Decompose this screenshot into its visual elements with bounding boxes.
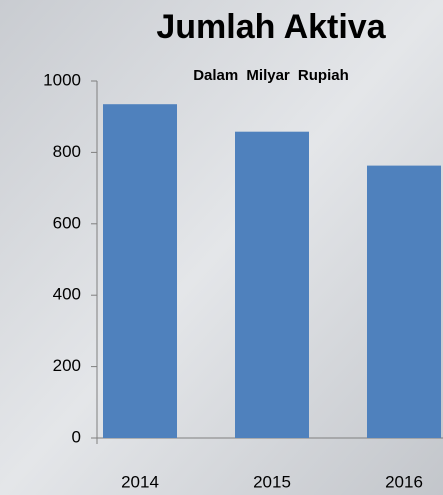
y-tick-label: 400 [53, 285, 81, 304]
bar [235, 131, 309, 438]
chart-subtitle: Dalam Milyar Rupiah [193, 67, 349, 84]
y-tick-label: 1000 [43, 70, 81, 89]
chart-title: Jumlah Aktiva [156, 8, 386, 46]
x-tick-label: 2015 [253, 472, 291, 491]
y-tick-label: 200 [53, 356, 81, 375]
bar [367, 165, 441, 438]
x-tick-label: 2014 [121, 472, 159, 491]
x-tick-label: 2016 [385, 472, 423, 491]
y-tick-label: 600 [53, 213, 81, 232]
y-tick-label: 0 [72, 427, 81, 446]
y-tick-label: 800 [53, 142, 81, 161]
bar [103, 104, 177, 438]
